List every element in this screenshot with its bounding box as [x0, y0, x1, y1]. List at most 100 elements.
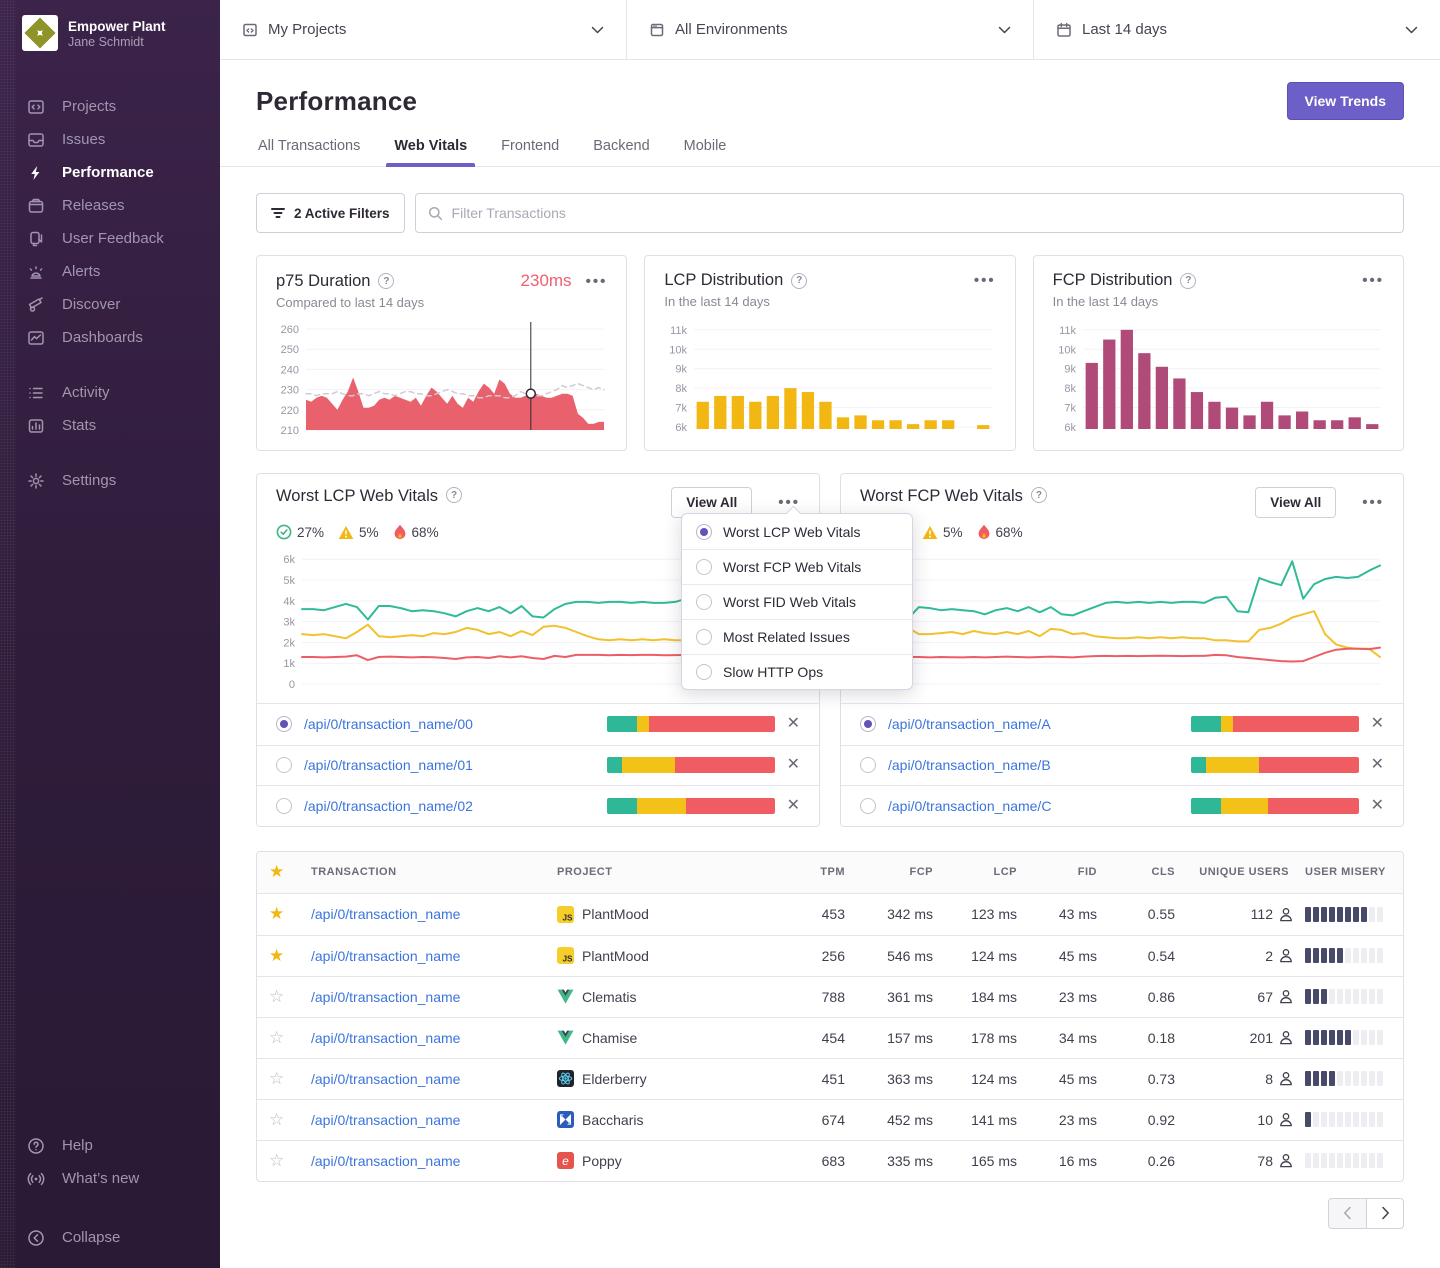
filter-lines-icon: [271, 207, 285, 219]
transaction-link[interactable]: /api/0/transaction_name/00: [304, 716, 595, 732]
tab-mobile[interactable]: Mobile: [682, 138, 729, 166]
org-switcher[interactable]: Empower Plant Jane Schmidt: [0, 0, 220, 66]
project-cell[interactable]: ePoppy: [557, 1152, 779, 1169]
star-icon[interactable]: ★: [269, 904, 311, 924]
star-icon[interactable]: ★: [269, 862, 311, 882]
transaction-radio[interactable]: [276, 716, 292, 732]
menu-item-slow-http-ops[interactable]: Slow HTTP Ops: [682, 654, 912, 689]
sidebar-item-alerts[interactable]: Alerts: [0, 255, 220, 288]
sidebar-item-projects[interactable]: Projects: [0, 90, 220, 123]
view-trends-button[interactable]: View Trends: [1287, 82, 1404, 120]
search-input[interactable]: [452, 205, 1391, 221]
svg-text:10k: 10k: [1058, 344, 1076, 356]
star-icon[interactable]: ☆: [269, 1110, 311, 1130]
star-icon[interactable]: ☆: [269, 1028, 311, 1048]
close-icon[interactable]: ✕: [1371, 716, 1384, 732]
transaction-link[interactable]: /api/0/transaction_name: [311, 1071, 557, 1087]
question-circle-icon[interactable]: ?: [446, 487, 462, 503]
tab-backend[interactable]: Backend: [591, 138, 651, 166]
close-icon[interactable]: ✕: [787, 757, 800, 773]
vitals-badge-check-circle: 27%: [276, 524, 324, 540]
menu-item-worst-lcp-web-vitals[interactable]: Worst LCP Web Vitals: [682, 514, 912, 549]
fcp-cell: 342 ms: [849, 906, 937, 922]
sidebar-item-issues[interactable]: Issues: [0, 123, 220, 156]
transaction-link[interactable]: /api/0/transaction_name: [311, 1030, 557, 1046]
close-icon[interactable]: ✕: [1371, 757, 1384, 773]
menu-item-worst-fcp-web-vitals[interactable]: Worst FCP Web Vitals: [682, 549, 912, 584]
sidebar-item-collapse[interactable]: Collapse: [0, 1221, 220, 1254]
project-cell[interactable]: JSPlantMood: [557, 947, 779, 964]
question-circle-icon[interactable]: ?: [1031, 487, 1047, 503]
date-filter-dropdown[interactable]: Last 14 days: [1033, 0, 1440, 59]
question-circle-icon[interactable]: ?: [1180, 273, 1196, 289]
sidebar-item-settings[interactable]: Settings: [0, 464, 220, 497]
sidebar-item-dashboards[interactable]: Dashboards: [0, 321, 220, 354]
lcp-distribution-chart: 6k7k8k9k10k11k: [664, 319, 996, 439]
table-row: ★/api/0/transaction_nameJSPlantMood45334…: [257, 894, 1403, 935]
transaction-radio[interactable]: [860, 798, 876, 814]
menu-item-worst-fid-web-vitals[interactable]: Worst FID Web Vitals: [682, 584, 912, 619]
vitals-badge-fire: 68%: [977, 524, 1023, 540]
transaction-radio[interactable]: [276, 798, 292, 814]
transaction-radio[interactable]: [276, 757, 292, 773]
fcp-dist-subtitle: In the last 14 days: [1053, 294, 1384, 309]
ellipsis-icon[interactable]: •••: [1362, 494, 1384, 511]
project-filter-dropdown[interactable]: My Projects: [220, 0, 626, 59]
transaction-link[interactable]: /api/0/transaction_name/B: [888, 757, 1179, 773]
lcp-cell: 178 ms: [937, 1030, 1021, 1046]
close-icon[interactable]: ✕: [787, 716, 800, 732]
fcp-distribution-chart: 6k7k8k9k10k11k: [1053, 319, 1385, 439]
transaction-link[interactable]: /api/0/transaction_name/01: [304, 757, 595, 773]
lcp-cell: 124 ms: [937, 1071, 1021, 1087]
ellipsis-icon[interactable]: •••: [586, 273, 608, 290]
sidebar-item-help[interactable]: Help: [0, 1129, 220, 1162]
question-circle-icon[interactable]: ?: [378, 273, 394, 289]
sidebar-item-what-s-new[interactable]: What’s new: [0, 1162, 220, 1195]
transaction-radio[interactable]: [860, 757, 876, 773]
transaction-link[interactable]: /api/0/transaction_name/C: [888, 798, 1179, 814]
next-page-button[interactable]: [1366, 1198, 1404, 1229]
project-cell[interactable]: Elderberry: [557, 1070, 779, 1087]
transaction-radio[interactable]: [860, 716, 876, 732]
transaction-link[interactable]: /api/0/transaction_name/A: [888, 716, 1179, 732]
close-icon[interactable]: ✕: [787, 798, 800, 814]
sidebar-item-user-feedback[interactable]: User Feedback: [0, 222, 220, 255]
transaction-link[interactable]: /api/0/transaction_name: [311, 1112, 557, 1128]
active-filters-button[interactable]: 2 Active Filters: [256, 193, 405, 233]
sidebar-item-activity[interactable]: Activity: [0, 376, 220, 409]
fid-cell: 45 ms: [1021, 1071, 1101, 1087]
transaction-link[interactable]: /api/0/transaction_name: [311, 948, 557, 964]
user-misery-bar: [1299, 1112, 1399, 1127]
tab-web-vitals[interactable]: Web Vitals: [392, 138, 469, 166]
unique-users-cell: 112: [1179, 906, 1299, 922]
tab-frontend[interactable]: Frontend: [499, 138, 561, 166]
star-icon[interactable]: ☆: [269, 1151, 311, 1171]
question-circle-icon[interactable]: ?: [791, 273, 807, 289]
prev-page-button[interactable]: [1328, 1198, 1366, 1229]
close-icon[interactable]: ✕: [1371, 798, 1384, 814]
sidebar-item-releases[interactable]: Releases: [0, 189, 220, 222]
transaction-link[interactable]: /api/0/transaction_name: [311, 906, 557, 922]
project-cell[interactable]: Baccharis: [557, 1111, 779, 1128]
sidebar-item-discover[interactable]: Discover: [0, 288, 220, 321]
ellipsis-icon[interactable]: •••: [1362, 272, 1384, 289]
sidebar-item-performance[interactable]: Performance: [0, 156, 220, 189]
transaction-link[interactable]: /api/0/transaction_name: [311, 989, 557, 1005]
ellipsis-icon[interactable]: •••: [974, 272, 996, 289]
tab-all-transactions[interactable]: All Transactions: [256, 138, 362, 166]
vue-platform-icon: [557, 1029, 574, 1046]
org-name: Empower Plant: [68, 18, 166, 35]
project-cell[interactable]: Clematis: [557, 988, 779, 1005]
project-cell[interactable]: JSPlantMood: [557, 906, 779, 923]
star-icon[interactable]: ☆: [269, 987, 311, 1007]
star-icon[interactable]: ★: [269, 946, 311, 966]
star-icon[interactable]: ☆: [269, 1069, 311, 1089]
environment-filter-dropdown[interactable]: All Environments: [626, 0, 1033, 59]
transaction-link[interactable]: /api/0/transaction_name/02: [304, 798, 595, 814]
sidebar-item-stats[interactable]: Stats: [0, 409, 220, 442]
project-cell[interactable]: Chamise: [557, 1029, 779, 1046]
view-all-button[interactable]: View All: [1255, 487, 1336, 518]
transaction-link[interactable]: /api/0/transaction_name: [311, 1153, 557, 1169]
help-icon: [26, 1136, 45, 1155]
menu-item-most-related-issues[interactable]: Most Related Issues: [682, 619, 912, 654]
